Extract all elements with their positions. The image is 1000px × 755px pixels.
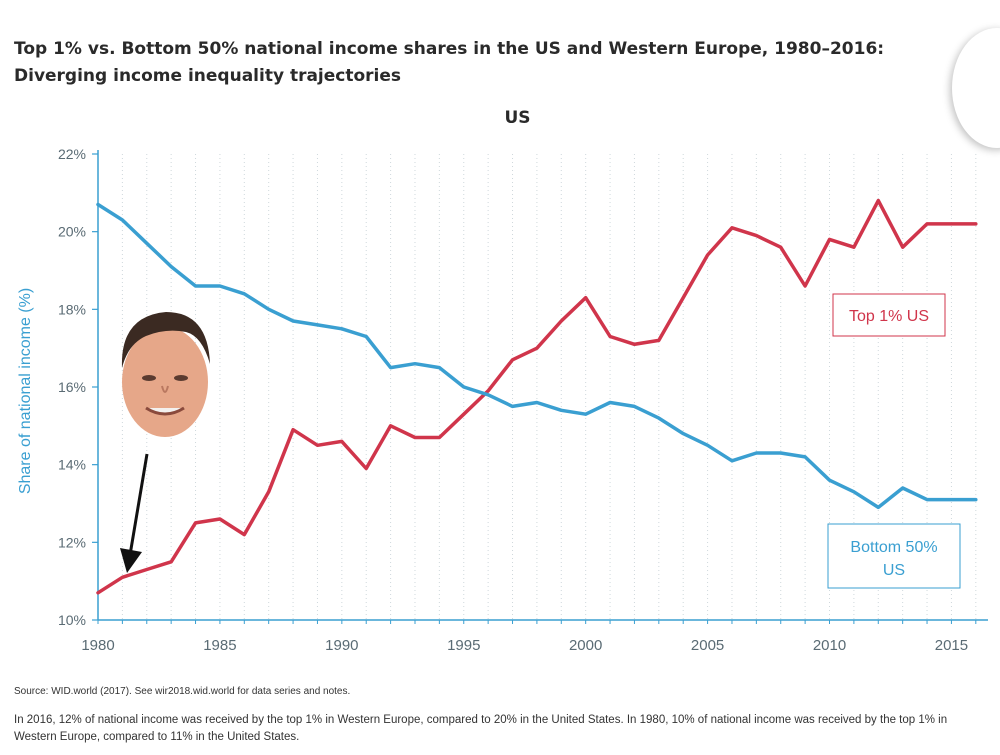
series-lines (96, 198, 978, 595)
y-tick-label: 14% (58, 457, 86, 473)
x-tick-label: 1995 (447, 637, 480, 654)
y-tick-label: 18% (58, 301, 86, 317)
chart-title-line-2: Diverging income inequality trajectories (14, 66, 402, 86)
label-bottom-50-percent-line-2: US (883, 562, 905, 579)
label-bottom-50-percent-line-1: Bottom 50% (850, 539, 937, 556)
source-note: Source: WID.world (2017). See wir2018.wi… (14, 686, 351, 697)
label-box-top-1-percent (832, 293, 946, 337)
x-tick-label: 2015 (935, 637, 968, 654)
y-tick-label: 20% (58, 224, 86, 240)
label-box-bottom-50-percent (827, 523, 961, 589)
chart-title-line-1: Top 1% vs. Bottom 50% national income sh… (14, 39, 885, 59)
y-axis-label: Share of national income (%) (17, 288, 34, 494)
annotations: Top 1% US Bottom 50% US (120, 293, 961, 589)
x-tick-label: 2005 (691, 637, 724, 654)
series-line-bottom-50-percent (96, 202, 978, 510)
arrow-shaft (128, 453, 149, 556)
chart-title: Top 1% vs. Bottom 50% national income sh… (14, 36, 974, 90)
y-tick-label: 12% (58, 534, 86, 550)
arrow-head-icon (120, 548, 142, 573)
y-tick-label: 16% (58, 379, 86, 395)
label-top-1-percent: Top 1% US (849, 308, 929, 325)
chart-subtitle: US (504, 108, 531, 128)
y-tick-label: 22% (58, 146, 86, 162)
y-tick-label: 10% (58, 612, 86, 628)
x-tick-label: 1990 (325, 637, 358, 654)
caption-note: In 2016, 12% of national income was rece… (14, 714, 948, 743)
x-tick-label: 1985 (203, 637, 236, 654)
x-tick-label: 2010 (813, 637, 846, 654)
portrait-illustration (116, 306, 214, 440)
series-line-top-1-percent (96, 198, 978, 595)
axes: 10% 12% 14% 16% 18% 20% 22% 1980 1985 1990 1995 200… (17, 146, 988, 654)
x-tick-label: 1980 (81, 637, 114, 654)
x-tick-label: 2000 (569, 637, 602, 654)
